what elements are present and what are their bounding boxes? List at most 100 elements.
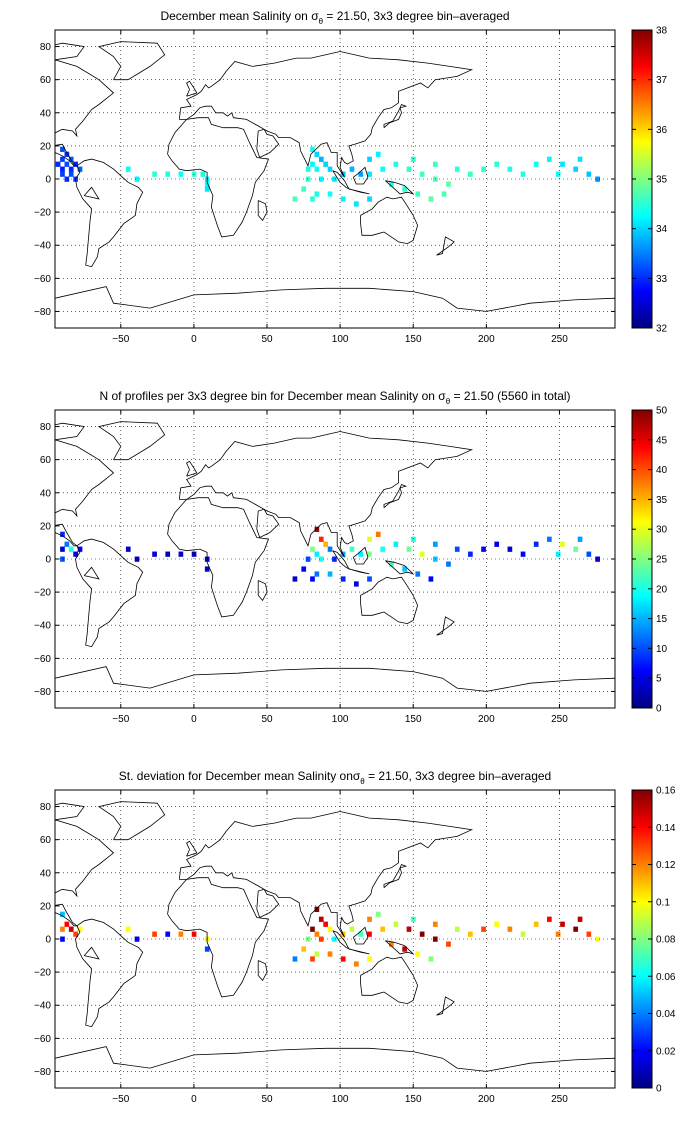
data-cell bbox=[367, 196, 372, 202]
x-tick-label: 0 bbox=[191, 714, 197, 725]
x-tick-label: −50 bbox=[112, 334, 129, 345]
data-cell bbox=[68, 156, 74, 162]
data-cell bbox=[428, 956, 434, 962]
data-cell bbox=[64, 541, 70, 547]
data-cell bbox=[533, 921, 539, 927]
coastline bbox=[385, 560, 414, 575]
coastline bbox=[383, 483, 408, 509]
data-cell bbox=[367, 536, 372, 542]
data-cell bbox=[446, 561, 451, 567]
x-tick-label: 150 bbox=[405, 1094, 422, 1105]
title-subscript: θ bbox=[446, 397, 451, 406]
data-cell bbox=[481, 546, 486, 552]
data-cell bbox=[327, 166, 333, 172]
y-tick-label: −20 bbox=[34, 968, 51, 979]
data-cell bbox=[375, 911, 381, 917]
colorbar-tick-label: 50 bbox=[656, 406, 668, 417]
data-cell bbox=[60, 546, 65, 552]
colorbar-tick-label: 0.04 bbox=[656, 1009, 676, 1020]
data-cell bbox=[292, 956, 298, 962]
data-cell bbox=[314, 906, 320, 912]
data-cell bbox=[60, 171, 65, 177]
coastline bbox=[178, 431, 474, 558]
data-cell bbox=[432, 921, 438, 927]
x-tick-label: 150 bbox=[405, 714, 422, 725]
data-cell bbox=[318, 176, 324, 182]
data-cell bbox=[152, 931, 157, 937]
y-tick-label: −60 bbox=[34, 1034, 51, 1045]
colorbar-tick-label: 0.06 bbox=[656, 972, 676, 983]
data-cell bbox=[411, 156, 416, 162]
data-cell bbox=[134, 556, 140, 562]
colorbar-tick-label: 38 bbox=[656, 26, 668, 37]
data-cell bbox=[125, 926, 131, 932]
title-text: N of profiles per 3x3 degree bin for Dec… bbox=[99, 389, 438, 403]
y-tick-label: −80 bbox=[34, 1067, 51, 1078]
data-cell bbox=[573, 546, 579, 552]
data-cell bbox=[432, 541, 438, 547]
y-tick-label: −40 bbox=[34, 241, 51, 252]
data-cell bbox=[292, 576, 298, 582]
data-cell bbox=[560, 921, 565, 927]
data-cell bbox=[393, 541, 399, 547]
data-cell bbox=[507, 166, 513, 172]
data-cell bbox=[318, 536, 324, 542]
data-cell bbox=[415, 951, 421, 957]
coastline bbox=[348, 948, 370, 955]
data-cell bbox=[367, 931, 372, 937]
data-cell bbox=[441, 191, 447, 197]
colorbar-tick-label: 0 bbox=[656, 1084, 662, 1095]
data-cell bbox=[402, 186, 407, 192]
data-cell bbox=[68, 166, 74, 172]
data-cell bbox=[77, 546, 83, 552]
y-tick-label: −40 bbox=[34, 621, 51, 632]
coastline bbox=[55, 819, 115, 927]
colorbar-tick-label: 0.08 bbox=[656, 935, 676, 946]
data-cell bbox=[406, 926, 412, 932]
data-cell bbox=[310, 146, 315, 152]
data-cell bbox=[305, 936, 311, 942]
colorbar-tick-label: 0.12 bbox=[656, 860, 676, 871]
data-cell bbox=[520, 551, 526, 557]
y-tick-label: 40 bbox=[40, 868, 52, 879]
data-cell bbox=[432, 161, 438, 167]
y-tick-label: 80 bbox=[40, 42, 52, 53]
coastline bbox=[348, 568, 370, 575]
data-cell bbox=[60, 936, 65, 942]
data-cell bbox=[165, 551, 171, 557]
coastline bbox=[186, 80, 198, 97]
coastline bbox=[186, 460, 198, 477]
coastline bbox=[257, 580, 268, 602]
data-cell bbox=[134, 176, 140, 182]
coastline bbox=[75, 538, 144, 648]
data-cell bbox=[586, 551, 592, 557]
salinity-map: December mean Salinity on σθ = 21.50, 3x… bbox=[34, 9, 668, 345]
data-cell bbox=[60, 146, 65, 152]
data-cell bbox=[73, 551, 78, 557]
y-tick-label: 80 bbox=[40, 802, 52, 813]
x-tick-label: −50 bbox=[112, 1094, 129, 1105]
data-cell bbox=[349, 166, 355, 172]
data-cell bbox=[68, 171, 74, 177]
data-cell bbox=[533, 161, 539, 167]
coastline bbox=[257, 960, 268, 982]
coastline bbox=[97, 41, 166, 81]
coastline bbox=[55, 802, 85, 821]
data-cell bbox=[314, 571, 320, 577]
data-cell bbox=[60, 531, 65, 537]
colorbar-tick-label: 15 bbox=[656, 614, 668, 625]
data-cell bbox=[560, 541, 565, 547]
coastline bbox=[55, 422, 85, 441]
data-cell bbox=[327, 546, 333, 552]
coastline bbox=[352, 546, 369, 565]
data-cell bbox=[468, 931, 473, 937]
data-cell bbox=[507, 926, 513, 932]
x-tick-label: 50 bbox=[261, 1094, 273, 1105]
data-cell bbox=[314, 151, 320, 157]
data-cell bbox=[60, 156, 65, 162]
data-cell bbox=[60, 926, 65, 932]
coastline bbox=[383, 103, 408, 129]
data-cell bbox=[152, 551, 157, 557]
data-cell bbox=[125, 546, 131, 552]
